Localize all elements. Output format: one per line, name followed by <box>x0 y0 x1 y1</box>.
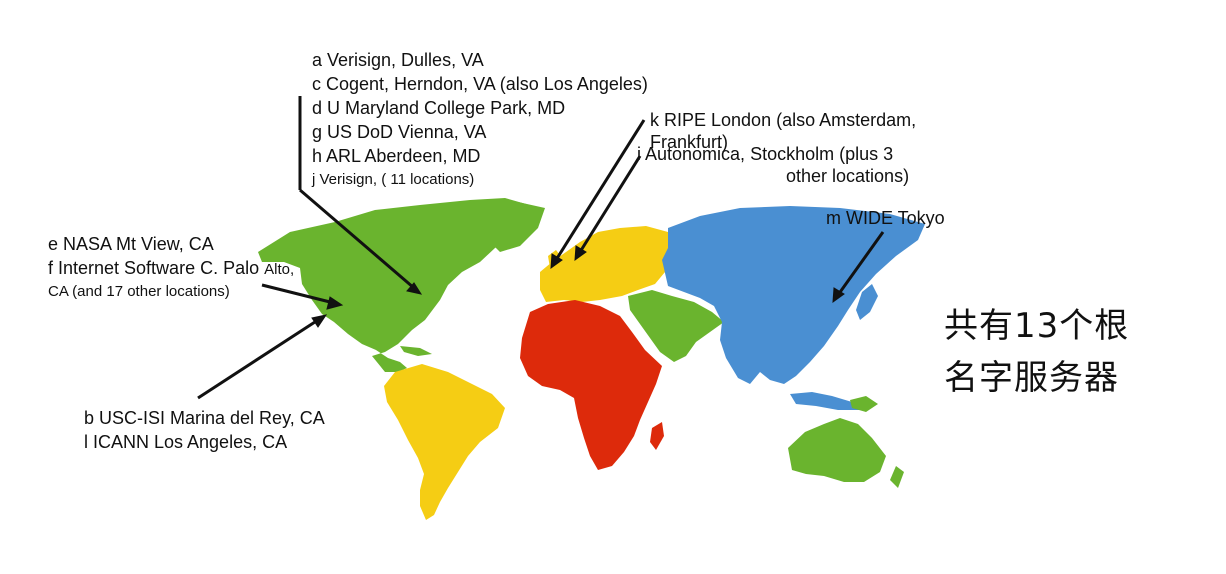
label-k-ripe-london: k RIPE London (also Amsterdam, <box>650 110 917 130</box>
label-g-dod-vienna: g US DoD Vienna, VA <box>312 122 487 142</box>
caribbean-shape <box>400 346 432 356</box>
australia-shape <box>788 418 886 482</box>
tokyo-arrow-head <box>832 287 845 304</box>
palo-alto-arrow-shaft <box>261 283 335 305</box>
stockholm-arrow-shaft <box>578 155 642 253</box>
label-c-cogent-herndon: c Cogent, Herndon, VA (also Los Angeles) <box>312 74 648 94</box>
middle-east-shape <box>628 290 724 362</box>
label-k-frankfurt: Frankfurt) <box>650 132 729 152</box>
london-arrow-head <box>550 253 563 270</box>
north-america-shape <box>258 198 540 372</box>
indonesia-shape <box>790 392 860 410</box>
new-zealand-shape <box>890 466 904 488</box>
east-coast-arrow-head <box>406 282 423 295</box>
label-b-usc-isi: b USC-ISI Marina del Rey, CA <box>84 408 325 428</box>
label-i-autonomica: i Autonomica, Stockholm (plus 3 <box>637 144 894 164</box>
asia-shape <box>662 206 925 384</box>
madagascar-shape <box>650 422 664 450</box>
label-h-arl-aberdeen: h ARL Aberdeen, MD <box>312 146 481 166</box>
label-l-icann: l ICANN Los Angeles, CA <box>84 432 288 452</box>
label-i-other-locations: other locations) <box>786 166 910 186</box>
label-f-other-locations: CA (and 17 other locations) <box>48 283 230 300</box>
los-angeles-arrow-head <box>311 314 328 328</box>
los-angeles-arrow-shaft <box>197 318 319 400</box>
label-a-verisign-dulles: a Verisign, Dulles, VA <box>312 50 484 70</box>
tokyo-arrow-shaft <box>836 231 885 296</box>
new-guinea-shape <box>850 396 878 412</box>
japan-shape <box>856 284 878 320</box>
africa-shape <box>520 300 662 470</box>
london-arrow-shaft <box>554 119 646 261</box>
stockholm-arrow-head <box>574 245 587 262</box>
palo-alto-arrow-head <box>326 296 344 310</box>
east-coast-arrow-shaft <box>299 188 415 290</box>
label-d-umaryland: d U Maryland College Park, MD <box>312 98 566 118</box>
summary-line-1: 共有13个根 <box>944 306 1130 346</box>
label-j-verisign-locations: j Verisign, ( 11 locations) <box>312 171 475 188</box>
label-f-main: f Internet Software C. Palo <box>48 258 265 278</box>
label-m-wide-tokyo: m WIDE Tokyo <box>826 208 945 228</box>
label-f-small: Alto, <box>264 261 295 278</box>
label-f-isc-palo-alto: f Internet Software C. Palo Alto, <box>48 256 294 282</box>
europe-shape <box>540 226 672 302</box>
summary-line-2: 名字服务器 <box>944 358 1119 398</box>
south-america-shape <box>384 364 505 520</box>
label-e-nasa: e NASA Mt View, CA <box>48 234 214 254</box>
greenland-shape <box>478 202 545 252</box>
